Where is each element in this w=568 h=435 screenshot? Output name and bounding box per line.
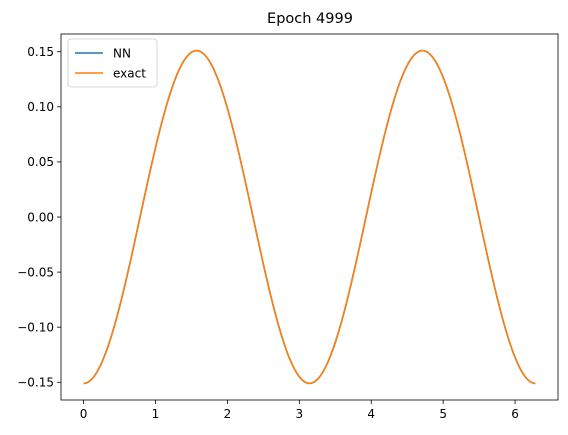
x-tick-label: 5 [439,407,447,421]
x-tick-label: 4 [367,407,375,421]
y-tick-label: 0.10 [27,100,54,114]
x-tick-label: 1 [152,407,160,421]
y-tick-label: −0.10 [17,320,54,334]
series-layer [83,49,536,385]
y-tick-label: 0.00 [27,210,54,224]
x-tick-label: 2 [224,407,232,421]
y-tick-label: −0.05 [17,265,54,279]
series-line-exact [83,49,536,385]
x-tick-label: 0 [80,407,88,421]
y-tick-label: 0.05 [27,155,54,169]
legend-label-nn: NN [113,46,131,60]
x-tick-label: 3 [296,407,304,421]
axes: 0 1 2 3 4 5 6 −0.15 −0.10 −0.05 0.00 0.05 0.10 0.15 [17,33,559,421]
y-tick-label: 0.15 [27,45,54,59]
x-tick-label: 6 [511,407,519,421]
plot-background [61,34,558,400]
y-tick-label: −0.15 [17,376,54,390]
legend-box [67,38,158,88]
legend-label-exact: exact [113,66,146,80]
legend: NN exact [67,38,158,88]
plot-area [61,34,558,400]
chart-title: Epoch 4999 [267,11,353,27]
